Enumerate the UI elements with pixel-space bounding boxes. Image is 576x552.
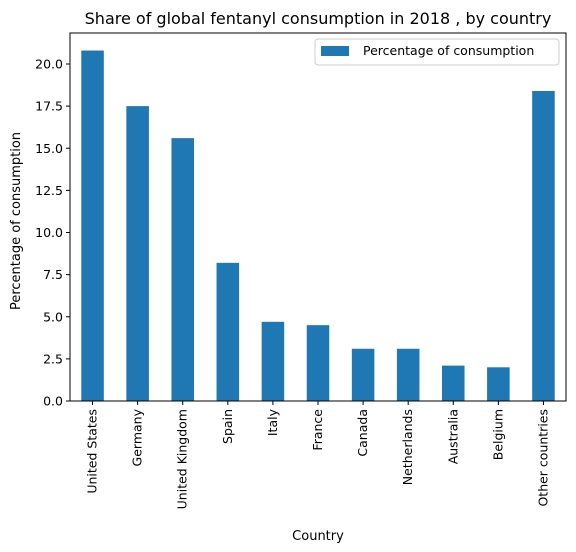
bar-spain [216,262,240,401]
bar-germany [126,106,149,401]
y-tick-label: 0.0 [43,394,63,409]
x-tick-label: Italy [265,408,280,436]
x-tick-label: France [310,409,325,451]
y-axis-label: Percentage of consumption [9,132,24,310]
bar-united-kingdom [171,138,194,401]
x-tick-label: Netherlands [400,409,415,485]
bar-netherlands [396,348,420,401]
y-tick-label: 10.0 [35,225,63,240]
legend-swatch [321,46,349,56]
bar-other-countries [532,90,555,401]
x-tick-label: Other countries [535,409,550,507]
bar-canada [351,348,375,401]
x-tick-label: Canada [355,409,370,457]
bar-australia [442,365,465,401]
plot-frame [69,32,567,402]
y-tick-label: 15.0 [35,141,63,156]
bar-france [306,325,330,401]
legend: Percentage of consumption [314,38,560,66]
y-tick-label: 2.5 [43,351,63,366]
y-axis-ticks: 0.0 2.5 5.0 7.5 10.0 12.5 15.0 17.5 20.0 [35,57,70,409]
legend-label: Percentage of consumption [363,43,534,58]
x-tick-label: United States [85,409,100,494]
x-axis-ticks: United States Germany United Kingdom Spain I… [85,401,550,509]
y-tick-label: 5.0 [43,309,63,324]
y-tick-label: 7.5 [43,267,63,282]
legend-box [314,38,560,66]
bars-group [81,50,555,402]
y-tick-label: 12.5 [35,183,63,198]
x-tick-label: Australia [445,409,460,464]
chart-title: Share of global fentanyl consumption in … [85,9,552,28]
bar-italy [261,321,285,401]
x-axis-label: Country [292,529,344,544]
bar-belgium [487,367,510,401]
x-tick-label: Germany [130,408,145,466]
y-tick-label: 17.5 [35,99,63,114]
x-tick-label: Spain [220,409,235,444]
x-tick-label: United Kingdom [175,409,190,509]
x-tick-label: Belgium [490,409,505,460]
bar-united-states [81,50,104,402]
y-tick-label: 20.0 [35,57,63,72]
